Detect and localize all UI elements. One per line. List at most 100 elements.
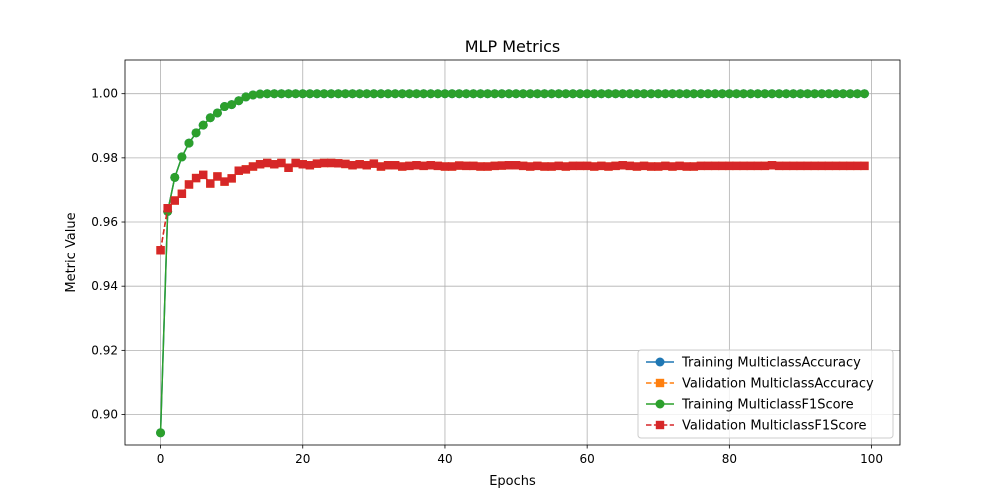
data-point — [533, 161, 542, 171]
data-point — [810, 89, 820, 99]
axes: 0 20 40 60 80 100 0.90 0.92 0.94 0.96 0.98 1.00 — [91, 59, 901, 466]
x-axis-label: Epochs — [489, 474, 536, 489]
data-point — [667, 89, 677, 99]
data-point — [725, 161, 734, 171]
data-point — [255, 89, 265, 99]
data-point — [426, 161, 435, 170]
data-point — [170, 172, 180, 182]
data-point — [746, 161, 755, 171]
data-point — [625, 161, 635, 171]
data-point — [504, 89, 514, 99]
data-point — [838, 161, 848, 171]
data-point — [383, 161, 393, 170]
data-point — [689, 162, 699, 171]
data-point — [405, 161, 414, 171]
data-point — [376, 162, 386, 171]
data-point — [682, 89, 692, 99]
y-tick-label: 0.90 — [91, 408, 118, 422]
data-point — [710, 89, 720, 99]
data-point — [426, 89, 436, 99]
data-point — [682, 162, 691, 171]
data-point — [852, 89, 862, 99]
data-point — [163, 204, 172, 213]
data-point — [788, 89, 798, 99]
data-point — [789, 161, 798, 171]
data-point — [696, 89, 706, 99]
data-point — [184, 138, 194, 148]
x-tick-label: 0 — [157, 452, 165, 466]
data-point — [305, 161, 315, 170]
x-tick-label: 80 — [722, 452, 737, 466]
data-point — [270, 160, 279, 169]
data-point — [817, 161, 826, 171]
data-point — [355, 160, 364, 169]
data-point — [447, 89, 457, 99]
data-point — [419, 161, 428, 171]
data-point — [291, 158, 300, 168]
data-point — [419, 89, 429, 99]
data-point — [461, 89, 471, 99]
data-point — [568, 161, 578, 171]
data-point — [340, 89, 350, 99]
y-tick-label: 0.98 — [91, 151, 118, 165]
data-point — [234, 96, 244, 106]
data-point — [710, 161, 720, 171]
data-point — [518, 161, 528, 171]
data-point — [483, 89, 493, 99]
data-point — [561, 162, 571, 171]
data-point — [490, 89, 500, 99]
data-point — [397, 89, 407, 99]
data-point — [248, 162, 258, 171]
y-tick-label: 1.00 — [91, 87, 118, 101]
legend-box — [637, 349, 894, 439]
data-point — [718, 161, 727, 171]
data-point — [547, 89, 557, 99]
data-point — [803, 161, 812, 171]
chart-title: MLP Metrics — [465, 37, 561, 56]
data-point — [191, 173, 201, 183]
plot-series — [156, 89, 869, 438]
data-point — [383, 89, 393, 99]
data-point — [462, 161, 471, 171]
data-point — [369, 89, 379, 99]
data-point — [284, 89, 294, 99]
data-point — [846, 161, 855, 171]
x-tick-label: 40 — [437, 452, 452, 466]
data-point — [497, 161, 507, 170]
data-point — [518, 89, 528, 99]
data-point — [262, 89, 272, 99]
data-point — [845, 89, 855, 99]
data-point — [319, 89, 329, 99]
data-point — [326, 89, 336, 99]
data-point — [156, 428, 166, 438]
data-point — [526, 162, 535, 171]
legend-entry: Validation MulticlassAccuracy — [646, 377, 874, 392]
legend-entry: Validation MulticlassF1Score — [646, 419, 867, 434]
legend: Training MulticlassAccuracy Validation Mu… — [637, 349, 894, 439]
series-training-multiclassf1score — [156, 89, 869, 438]
data-point — [390, 89, 400, 99]
legend-label: Validation MulticlassF1Score — [682, 419, 867, 434]
data-point — [248, 90, 258, 100]
data-point — [326, 158, 336, 168]
data-point — [504, 161, 514, 170]
data-point — [539, 89, 549, 99]
legend-label: Validation MulticlassAccuracy — [682, 377, 874, 392]
data-point — [838, 89, 848, 99]
data-point — [206, 179, 215, 188]
data-point — [177, 189, 187, 198]
data-point — [497, 89, 507, 99]
data-point — [241, 165, 251, 174]
data-point — [603, 89, 613, 99]
data-point — [547, 162, 556, 171]
data-point — [810, 161, 819, 171]
data-point — [596, 89, 606, 99]
data-point — [618, 161, 627, 170]
legend-marker — [655, 399, 665, 409]
data-point — [767, 89, 777, 99]
data-point — [589, 89, 599, 99]
data-point — [561, 89, 571, 99]
data-point — [525, 89, 535, 99]
data-point — [170, 196, 179, 205]
data-point — [590, 162, 599, 171]
